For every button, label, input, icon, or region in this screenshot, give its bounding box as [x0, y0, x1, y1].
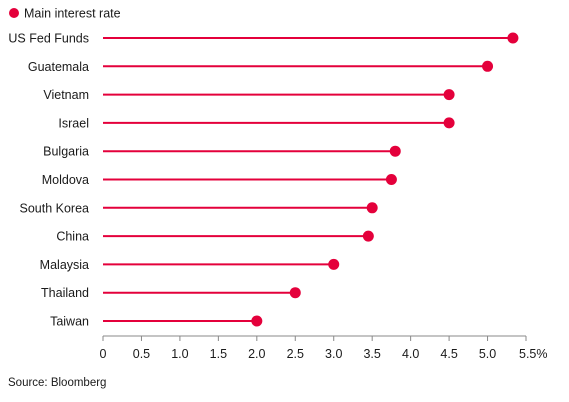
category-label-thailand: Thailand: [41, 286, 89, 300]
lollipop-point-vietnam: [443, 89, 455, 101]
category-label-bulgaria: Bulgaria: [43, 145, 89, 159]
x-tick-label: 4.0: [402, 347, 419, 361]
lollipop-point-thailand: [289, 287, 301, 299]
plot-area: US Fed Funds Guatemala Vietnam Israel Bulgar…: [8, 32, 547, 362]
x-tick-label: 1.0: [171, 347, 188, 361]
lollipop-point-bulgaria: [389, 145, 401, 157]
x-tick-label: 1.5: [210, 347, 227, 361]
lollipop-point-malaysia: [328, 258, 340, 270]
lollipop-point-moldova: [385, 174, 397, 185]
category-label-malaysia: Malaysia: [40, 258, 89, 272]
legend: Main interest rate: [9, 7, 121, 21]
x-tick-label: 4.5: [440, 347, 457, 361]
x-tick-label: 3.5: [363, 347, 380, 361]
source-note: Source: Bloomberg: [8, 377, 106, 389]
category-label-us-fed-funds: US Fed Funds: [8, 32, 89, 46]
lollipop-point-south-korea: [366, 202, 378, 214]
x-tick-label: 2.0: [248, 347, 265, 361]
category-label-taiwan: Taiwan: [50, 315, 89, 329]
legend-label: Main interest rate: [24, 7, 121, 21]
x-tick-label: 2.5: [287, 347, 304, 361]
x-tick-label: 3.0: [325, 347, 342, 361]
legend-marker: [9, 8, 19, 18]
x-tick-label: 0: [100, 347, 107, 361]
x-tick-label: 0.5: [133, 347, 150, 361]
x-tick-label: 5.0: [479, 347, 496, 361]
category-label-israel: Israel: [58, 116, 89, 130]
category-label-south-korea: South Korea: [20, 201, 90, 215]
lollipop-point-israel: [443, 117, 455, 129]
category-label-china: China: [56, 230, 89, 244]
lollipop-point-taiwan: [251, 315, 263, 327]
category-label-moldova: Moldova: [42, 173, 89, 187]
lollipop-point-guatemala: [482, 60, 494, 72]
x-tick-label: 5.5%: [519, 347, 548, 361]
category-label-vietnam: Vietnam: [43, 88, 89, 102]
lollipop-point-us-fed-funds: [507, 32, 519, 44]
category-label-guatemala: Guatemala: [28, 60, 89, 74]
lollipop-point-china: [362, 230, 374, 242]
